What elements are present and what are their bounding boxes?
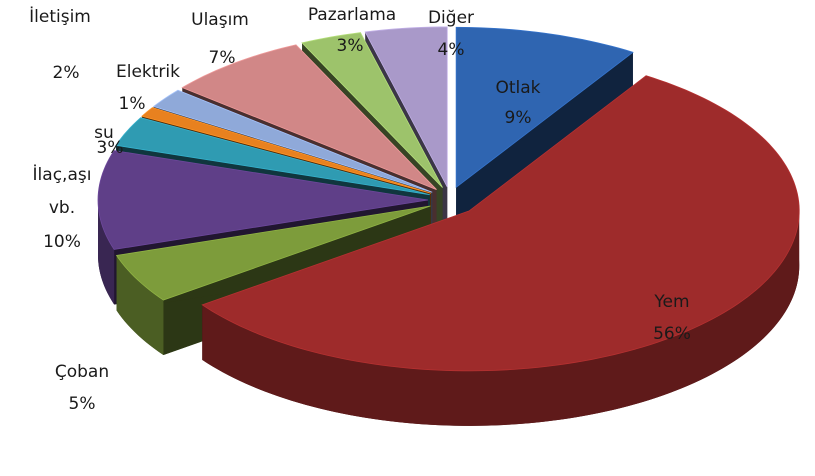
slice-top	[152, 89, 433, 193]
category-label: Elektrik	[116, 62, 180, 82]
category-label: Otlak	[495, 78, 540, 98]
slice-top	[141, 107, 432, 194]
value-label: 10%	[43, 232, 81, 252]
slice-top	[455, 26, 634, 189]
value-label: 56%	[653, 324, 691, 344]
value-label: 3%	[337, 36, 364, 56]
category-label: Yem	[653, 292, 689, 312]
category-label: Diğer	[428, 8, 474, 28]
slice-top	[115, 205, 431, 301]
value-label: 5%	[69, 394, 96, 414]
slice-top	[181, 44, 437, 190]
category-label: su	[94, 123, 114, 143]
slice-top	[201, 75, 800, 372]
value-label: 3%	[97, 138, 124, 158]
slice-top	[364, 26, 448, 188]
value-label: 1%	[119, 94, 146, 114]
value-label: 4%	[438, 40, 465, 60]
label-line: İlaç,aşı	[33, 164, 92, 185]
category-label: Ulaşım	[191, 10, 249, 30]
label-line: vb.	[49, 198, 75, 218]
slice-side	[116, 255, 164, 356]
value-label: 9%	[505, 108, 532, 128]
category-label: İletişim	[29, 6, 91, 27]
category-label: Pazarlama	[308, 5, 396, 25]
slice-top	[115, 117, 430, 196]
slice-top	[97, 150, 429, 250]
value-label: 2%	[53, 63, 80, 83]
category-label: Çoban	[55, 362, 109, 382]
slice	[201, 75, 800, 426]
slice-top	[301, 32, 443, 188]
slice-side	[202, 210, 800, 426]
value-label: 7%	[209, 48, 236, 68]
category-label: İlaç,aşı vb.	[33, 164, 92, 218]
